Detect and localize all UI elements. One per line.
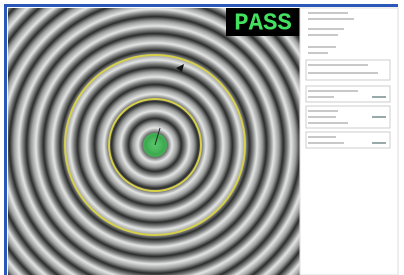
panel-link[interactable] xyxy=(372,116,386,118)
panel-line xyxy=(308,46,336,48)
panel-line xyxy=(308,142,344,144)
panel-line xyxy=(308,34,338,36)
info-panel xyxy=(300,8,398,275)
left-border xyxy=(4,4,7,275)
panel-line xyxy=(308,72,378,74)
interferogram xyxy=(8,8,300,275)
panel-line xyxy=(308,64,368,66)
panel-link[interactable] xyxy=(372,96,386,98)
panel-line xyxy=(308,136,336,138)
panel-line xyxy=(308,116,336,118)
panel-line xyxy=(308,52,328,54)
status-label: PASS xyxy=(234,10,292,37)
panel-link[interactable] xyxy=(372,142,386,144)
panel-line xyxy=(308,12,348,14)
panel-line xyxy=(308,28,344,30)
panel-line xyxy=(308,90,358,92)
panel-line xyxy=(308,122,348,124)
panel-line xyxy=(308,96,334,98)
panel-bg xyxy=(300,8,398,275)
panel-line xyxy=(308,110,338,112)
page: PASS (() => { const data = JSON.parse(do… xyxy=(0,0,404,275)
screen: PASS xyxy=(0,0,404,275)
top-border xyxy=(4,4,398,7)
panel-line xyxy=(308,18,354,20)
